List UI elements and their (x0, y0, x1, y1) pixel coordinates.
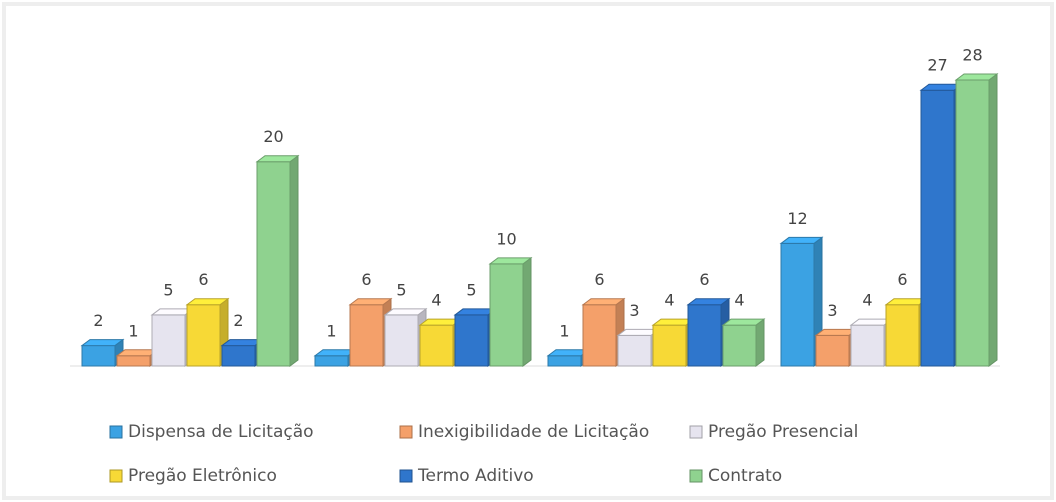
bar-front (687, 304, 722, 367)
data-label: 6 (361, 270, 371, 289)
bar-front (384, 314, 419, 367)
data-label: 5 (163, 280, 173, 299)
legend-label: Contrato (708, 466, 782, 486)
bar-top (80, 339, 125, 347)
bar-top (779, 236, 824, 244)
data-label: 12 (787, 209, 807, 228)
bar-front (815, 334, 850, 367)
bar-top (255, 155, 300, 163)
data-label: 3 (827, 301, 837, 320)
legend-swatch (109, 425, 123, 439)
bar (721, 318, 766, 367)
bar-top (185, 298, 230, 306)
bar-front (256, 161, 291, 367)
data-label: 5 (466, 280, 476, 299)
bar-front (81, 345, 116, 367)
data-label: 1 (326, 321, 336, 340)
data-label: 20 (263, 127, 283, 146)
bar-front (582, 304, 617, 367)
data-label: 5 (396, 280, 406, 299)
bar-top (581, 298, 626, 306)
bar-front (722, 324, 757, 367)
data-label: 2 (233, 311, 243, 330)
legend-swatch (399, 425, 413, 439)
data-label: 2 (93, 311, 103, 330)
data-label: 6 (198, 270, 208, 289)
data-label: 4 (431, 291, 441, 310)
data-label: 6 (594, 270, 604, 289)
data-label: 1 (128, 321, 138, 340)
bar-side (522, 256, 532, 367)
bar-top (348, 298, 393, 306)
bar-top (686, 298, 731, 306)
bar-front (314, 355, 349, 367)
data-label: 1 (559, 321, 569, 340)
legend-swatch (689, 425, 703, 439)
legend-swatch (689, 469, 703, 483)
bar-front (116, 355, 151, 367)
data-label: 27 (927, 56, 947, 75)
data-label: 10 (496, 229, 516, 248)
legend-label: Dispensa de Licitação (128, 422, 314, 442)
bar (185, 297, 230, 367)
bar-front (780, 242, 815, 367)
bar-side (289, 154, 299, 367)
legend-swatch (109, 469, 123, 483)
bar (80, 338, 125, 367)
bar (255, 154, 300, 367)
bar-front (955, 79, 990, 367)
bar-front (547, 355, 582, 367)
legend-label: Pregão Presencial (708, 422, 858, 442)
data-label: 6 (897, 270, 907, 289)
data-label: 4 (862, 291, 872, 310)
bar-side (755, 318, 765, 367)
legend-swatch (399, 469, 413, 483)
bar-top (721, 318, 766, 326)
bar-front (349, 304, 384, 367)
bar-front (489, 263, 524, 367)
bar-front (885, 304, 920, 367)
bar-front (652, 324, 687, 367)
legend-label: Inexigibilidade de Licitação (418, 422, 649, 442)
data-label: 4 (734, 291, 744, 310)
bar-front (920, 89, 955, 367)
legend-label: Pregão Eletrônico (128, 466, 277, 486)
bar (488, 256, 533, 367)
data-label: 3 (629, 301, 639, 320)
bar-front (151, 314, 186, 367)
bar-front (419, 324, 454, 367)
data-label: 6 (699, 270, 709, 289)
bar-front (221, 345, 256, 367)
bar-top (488, 257, 533, 265)
data-label: 28 (962, 46, 982, 65)
bar-front (617, 334, 652, 367)
bar-front (454, 314, 489, 367)
bar-top (954, 73, 999, 81)
bar-front (186, 304, 221, 367)
bar-side (988, 73, 998, 367)
bar (779, 236, 824, 367)
data-label: 4 (664, 291, 674, 310)
bar-front (850, 324, 885, 367)
legend-label: Termo Aditivo (417, 466, 534, 486)
bar-top (383, 308, 428, 316)
bar (954, 73, 999, 367)
